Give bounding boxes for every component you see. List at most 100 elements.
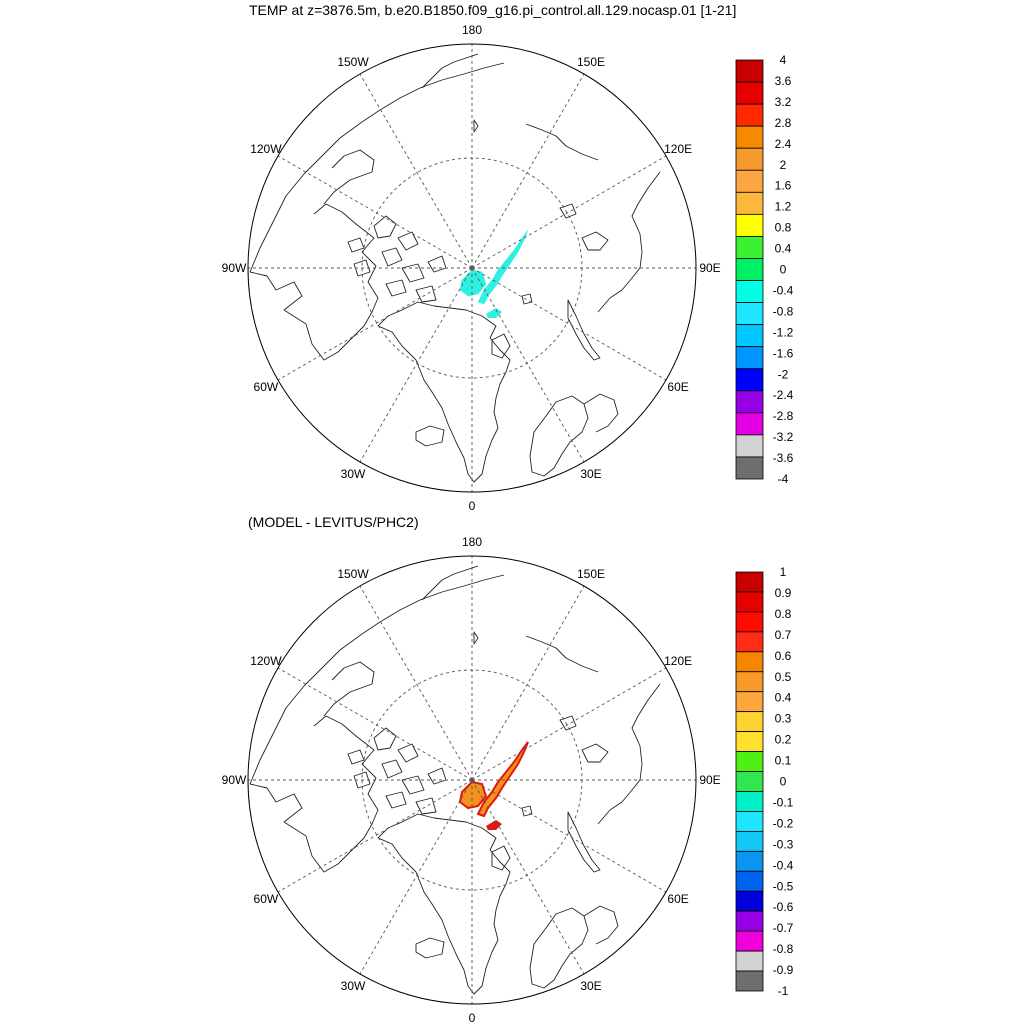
colorbar-tick-label: -0.1 <box>773 795 794 809</box>
colorbar-tick-label: -0.4 <box>773 858 794 872</box>
colorbar-tick-label: 0.2 <box>775 733 792 747</box>
colorbar-box <box>735 169 764 193</box>
colorbar-tick-label: -0.2 <box>773 816 794 830</box>
colorbar-box <box>735 890 764 912</box>
colorbar-tick-label: 2.8 <box>775 116 792 130</box>
longitude-label: 150E <box>577 55 605 69</box>
colorbar-box <box>735 191 764 215</box>
meridian-line <box>277 779 473 893</box>
colorbar-box <box>735 346 764 370</box>
colorbar-box <box>735 751 764 772</box>
longitude-label: 180 <box>462 23 482 37</box>
longitude-label: 60E <box>667 892 688 906</box>
longitude-label: 0 <box>469 1011 476 1024</box>
longitude-label: 150E <box>577 567 605 581</box>
colorbar-tick-label: -0.4 <box>773 283 794 297</box>
longitude-label: 120E <box>664 142 692 156</box>
longitude-label: 30W <box>341 979 366 993</box>
colorbar-box <box>735 434 764 458</box>
colorbar-tick-label: 4 <box>780 53 787 67</box>
colorbar-tick-label: 0 <box>780 263 787 277</box>
colorbar-box <box>735 830 764 852</box>
colorbar-box <box>735 791 764 812</box>
meridian-line <box>471 585 585 781</box>
colorbar-box <box>735 258 764 281</box>
meridian-line <box>471 155 667 269</box>
colorbar-box <box>735 811 764 832</box>
longitude-label: 0 <box>469 499 476 513</box>
colorbar-tick-label: 3.2 <box>775 95 792 109</box>
colorbar-tick-label: -0.7 <box>773 921 794 935</box>
colorbar-box <box>735 771 764 792</box>
colorbar-tick-label: 0.1 <box>775 754 792 768</box>
colorbar-box <box>735 213 764 237</box>
longitude-label: 90W <box>222 773 247 787</box>
figure-title: TEMP at z=3876.5m, b.e20.B1850.f09_g16.p… <box>249 2 737 18</box>
colorbar-tick-label: 0.8 <box>775 221 792 235</box>
colorbar-box <box>735 671 764 693</box>
longitude-label: 180 <box>462 535 482 549</box>
field-anomaly <box>459 229 529 318</box>
colorbar-tick-label: -0.9 <box>773 963 794 977</box>
longitude-label: 30E <box>580 467 601 481</box>
colorbar-tick-label: 1.2 <box>775 200 792 214</box>
colorbar-box <box>735 631 764 653</box>
meridian-line <box>471 779 585 975</box>
colorbar: 4 3.6 3.2 2.8 2.4 2 1.6 1.2 0.8 0.4 0 -0.4 -0.8 -1.2 -… <box>735 53 794 486</box>
colorbar-tick-label: 0.6 <box>775 649 792 663</box>
field-anomaly <box>458 741 529 830</box>
colorbar-tick-label: -2.4 <box>773 388 794 402</box>
colorbar-tick-label: -0.8 <box>773 304 794 318</box>
meridian-line <box>471 267 667 381</box>
colorbar-box <box>735 711 764 733</box>
meridian-line <box>359 779 473 975</box>
colorbar-tick-label: -0.3 <box>773 837 794 851</box>
meridian-line <box>359 585 473 781</box>
colorbar-tick-label: 3.6 <box>775 74 792 88</box>
meridian-line <box>471 267 585 463</box>
meridian-line <box>471 779 667 893</box>
colorbar-tick-label: -0.6 <box>773 900 794 914</box>
colorbar-box <box>735 103 764 127</box>
meridian-line <box>359 73 473 269</box>
colorbar-box <box>735 302 764 326</box>
colorbar-box <box>735 691 764 713</box>
figure-subtitle: (MODEL - LEVITUS/PHC2) <box>248 514 419 530</box>
meridian-line <box>277 267 473 381</box>
colorbar-box <box>735 236 764 259</box>
colorbar-box <box>735 147 764 171</box>
meridian-line <box>359 267 473 463</box>
colorbar-tick-label: -1.6 <box>773 346 794 360</box>
colorbar-box <box>735 59 764 83</box>
longitude-label: 60E <box>667 380 688 394</box>
field-region-small <box>486 308 502 318</box>
longitude-label: 120E <box>664 654 692 668</box>
colorbar-tick-label: -4 <box>778 472 789 486</box>
meridian-line <box>471 73 585 269</box>
colorbar-tick-label: -2.8 <box>773 409 794 423</box>
colorbar-box <box>735 125 764 149</box>
colorbar-tick-label: -2 <box>778 367 789 381</box>
colorbar-tick-label: 0.3 <box>775 712 792 726</box>
meridian-line <box>277 667 473 781</box>
colorbar-box <box>735 910 764 932</box>
map-boundary <box>247 555 697 1005</box>
longitude-label: 30E <box>580 979 601 993</box>
longitude-label: 120W <box>250 142 282 156</box>
longitude-label: 90W <box>222 261 247 275</box>
colorbar-box <box>735 611 764 633</box>
colorbar-box <box>735 950 764 972</box>
longitude-label: 90E <box>699 773 720 787</box>
colorbar-tick-label: 0.7 <box>775 628 792 642</box>
longitude-label: 150W <box>337 567 369 581</box>
colorbar-tick-label: -1.2 <box>773 325 794 339</box>
colorbar-tick-label: 0.5 <box>775 670 792 684</box>
colorbar-tick-label: 0.9 <box>775 586 792 600</box>
colorbar-box <box>735 870 764 892</box>
colorbar-box <box>735 456 764 480</box>
colorbar-box <box>735 81 764 105</box>
field-region-small <box>486 820 502 830</box>
colorbar-box <box>735 368 764 392</box>
colorbar-box <box>735 324 764 348</box>
colorbar-box <box>735 930 764 952</box>
